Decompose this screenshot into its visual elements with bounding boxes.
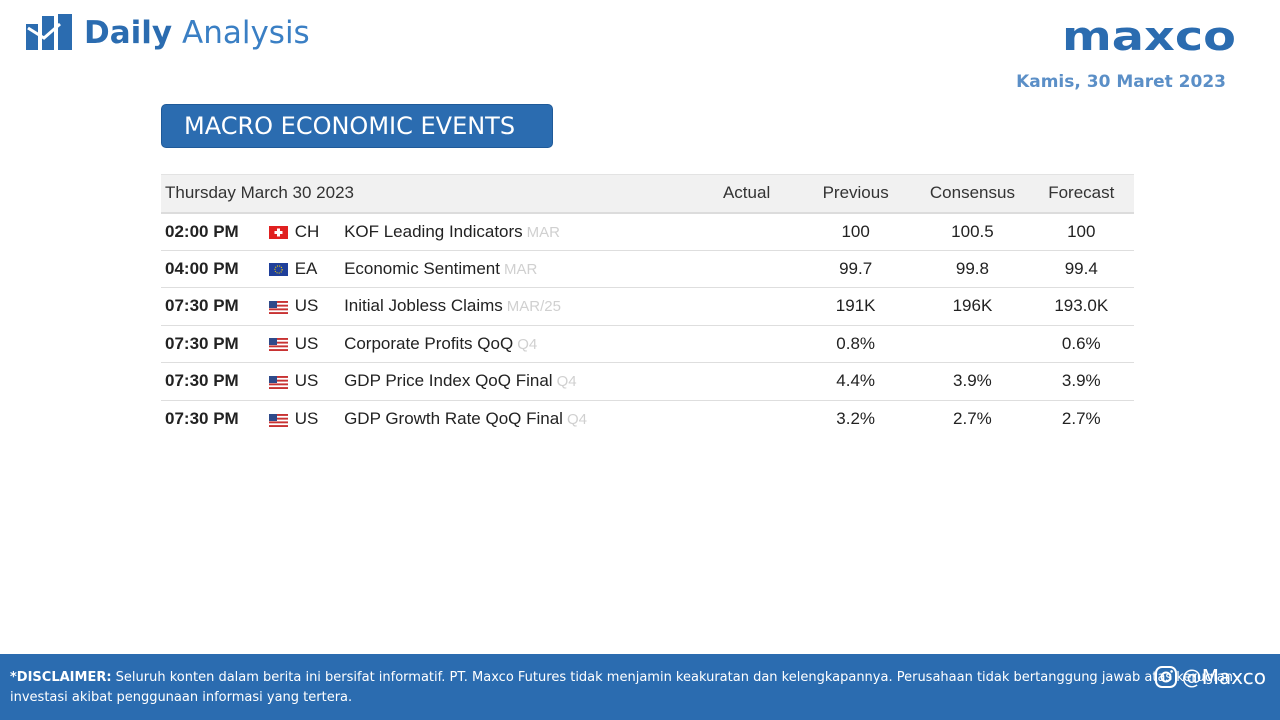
- country-code: US: [294, 409, 319, 428]
- event-name[interactable]: Initial Jobless Claims: [344, 296, 503, 316]
- country-code: US: [292, 287, 345, 326]
- previous-value: 99.7: [794, 250, 917, 288]
- previous-value: 0.8%: [794, 325, 917, 363]
- instagram-icon: [1154, 666, 1177, 688]
- actual-value: [698, 287, 795, 326]
- consensus-value: 3.9%: [916, 362, 1029, 401]
- event-name-cell[interactable]: Economic Sentiment MAR: [344, 250, 699, 288]
- switzerland-flag-icon: [269, 226, 289, 239]
- maxco-logo: maxco: [1062, 14, 1236, 60]
- report-date: Kamis, 30 Maret 2023: [1016, 72, 1226, 92]
- table-row: 04:00 PM EA Economic Sentiment MAR 99.7 9…: [161, 250, 1134, 288]
- previous-value: 191K: [794, 287, 917, 326]
- event-name-cell[interactable]: GDP Growth Rate QoQ Final Q4: [344, 400, 698, 438]
- event-period: Q4: [566, 411, 587, 428]
- event-name-cell[interactable]: KOF Leading Indicators MAR: [344, 212, 699, 251]
- table-row: 07:30 PM US GDP Price Index QoQ Final Q4 …: [161, 362, 1134, 401]
- col-previous: Previous: [794, 174, 917, 214]
- forecast-value: 99.4: [1028, 250, 1134, 288]
- consensus-value: 2.7%: [953, 409, 992, 428]
- country-code: US: [292, 325, 345, 363]
- event-period: MAR/25: [506, 298, 561, 316]
- us-flag-icon: [269, 413, 289, 427]
- svg-text:maxco: maxco: [1062, 14, 1236, 60]
- forecast-value: 2.7%: [1061, 409, 1101, 428]
- table-header-row: Thursday March 30 2023 Actual Previous C…: [161, 174, 1134, 214]
- disclaimer-footer: *DISCLAIMER: Seluruh konten dalam berita…: [0, 654, 1280, 720]
- col-actual: Actual: [698, 174, 795, 214]
- consensus-value: 99.8: [916, 250, 1029, 288]
- table-row: 07:30 PM US GDP Growth Rate QoQ Final Q4 …: [161, 400, 1134, 438]
- us-flag-icon: [269, 375, 289, 389]
- brand-title-bold: Daily: [84, 15, 173, 51]
- actual-value: [698, 325, 795, 363]
- eu-flag-icon: [269, 263, 289, 277]
- table-row: 07:30 PM US Initial Jobless Claims MAR/25…: [161, 287, 1134, 326]
- brand-title: Daily Analysis: [84, 15, 310, 51]
- col-consensus: Consensus: [916, 174, 1029, 214]
- consensus-value: [916, 325, 1029, 363]
- event-period: MAR: [526, 223, 561, 241]
- event-name-cell[interactable]: Corporate Profits QoQ Q4: [344, 325, 699, 363]
- actual-value: [698, 400, 795, 438]
- event-time: 07:30 PM: [161, 325, 270, 363]
- consensus-value: 196K: [916, 287, 1029, 326]
- actual-value: [698, 212, 795, 251]
- table-row: 02:00 PM CH KOF Leading Indicators MAR 10…: [161, 212, 1134, 251]
- country-code: US: [292, 362, 345, 401]
- forecast-value: 0.6%: [1028, 325, 1134, 363]
- bar-chart-icon: [26, 14, 72, 50]
- event-time: 04:00 PM: [161, 250, 270, 288]
- event-period: MAR: [503, 260, 538, 278]
- social-handle[interactable]: @Maxco: [1181, 665, 1266, 689]
- event-time: 02:00 PM: [161, 212, 270, 251]
- social-handle-link[interactable]: @Maxco: [1154, 665, 1266, 689]
- country-code: EA: [292, 250, 345, 288]
- disclaimer-label: *DISCLAIMER:: [10, 670, 112, 685]
- event-name[interactable]: Corporate Profits QoQ: [344, 333, 514, 353]
- date-header: Thursday March 30 2023: [161, 174, 699, 214]
- event-time: 07:30 PM: [161, 287, 270, 326]
- event-name-cell[interactable]: Initial Jobless Claims MAR/25: [344, 287, 699, 326]
- country-code: CH: [292, 212, 345, 251]
- event-period: Q4: [517, 335, 538, 353]
- event-name[interactable]: Economic Sentiment: [344, 258, 500, 278]
- col-forecast: Forecast: [1028, 174, 1134, 214]
- event-name-cell[interactable]: GDP Price Index QoQ Final Q4: [344, 362, 699, 401]
- disclaimer-text: Seluruh konten dalam berita ini bersifat…: [10, 670, 1234, 705]
- previous-value: 100: [794, 212, 917, 251]
- table-row: 07:30 PM US Corporate Profits QoQ Q4 0.8%…: [161, 325, 1134, 363]
- brand-header: Daily Analysis: [26, 14, 310, 52]
- event-name[interactable]: GDP Price Index QoQ Final: [344, 371, 553, 391]
- brand-title-light: Analysis: [181, 15, 310, 51]
- consensus-value: 100.5: [916, 212, 1029, 251]
- event-name[interactable]: KOF Leading Indicators: [344, 221, 523, 241]
- us-flag-icon: [269, 338, 289, 352]
- previous-value: 4.4%: [794, 362, 917, 401]
- event-name[interactable]: GDP Growth Rate QoQ Final: [344, 409, 563, 428]
- actual-value: [698, 250, 795, 288]
- event-time: 07:30 PM: [161, 362, 270, 401]
- forecast-value: 193.0K: [1028, 287, 1134, 326]
- actual-value: [698, 362, 795, 401]
- previous-value: 3.2%: [836, 409, 876, 428]
- forecast-value: 100: [1028, 212, 1134, 251]
- us-flag-icon: [269, 300, 289, 314]
- forecast-value: 3.9%: [1028, 362, 1134, 401]
- event-period: Q4: [556, 373, 577, 391]
- section-title: MACRO ECONOMIC EVENTS: [161, 104, 553, 148]
- event-time: 07:30 PM: [165, 409, 239, 428]
- events-table: Thursday March 30 2023 Actual Previous C…: [161, 174, 1134, 438]
